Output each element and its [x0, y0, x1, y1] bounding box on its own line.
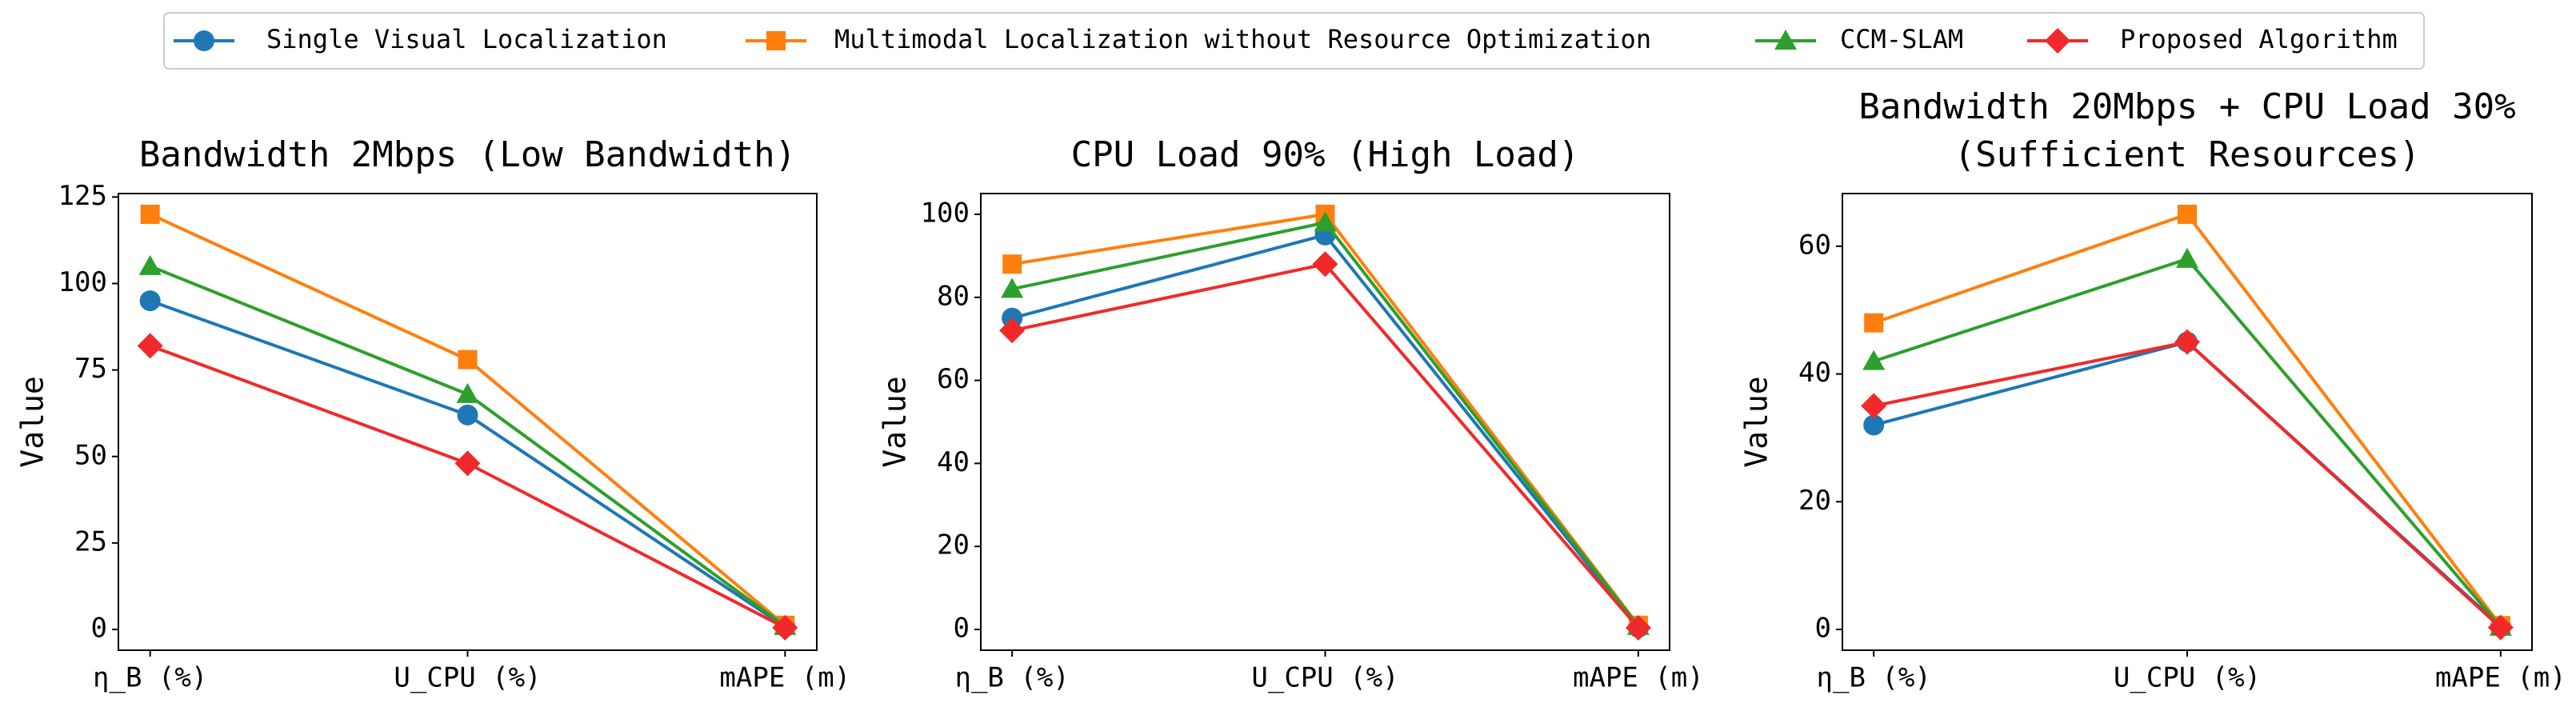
data-point — [1864, 313, 1884, 333]
data-point — [2176, 247, 2198, 268]
legend-marker — [1774, 30, 1797, 50]
data-point — [140, 204, 160, 224]
y-tick-label: 20 — [937, 529, 970, 561]
x-tick-label: mAPE (m) — [719, 662, 850, 694]
x-tick-label: mAPE (m) — [1573, 662, 1704, 694]
data-point — [999, 318, 1026, 344]
legend-label: Proposed Algorithm — [2120, 24, 2398, 54]
data-point — [137, 333, 163, 359]
legend-label: Single Visual Localization — [266, 24, 667, 54]
y-tick-label: 50 — [74, 439, 107, 471]
data-point — [139, 290, 161, 312]
data-point — [2174, 329, 2200, 355]
y-tick-label: 0 — [1815, 613, 1831, 645]
y-tick-label: 25 — [74, 525, 107, 557]
legend-label: CCM-SLAM — [1840, 24, 1963, 54]
legend-box — [163, 12, 2425, 70]
x-tick-label: U_CPU (%) — [1251, 662, 1398, 694]
y-tick-label: 60 — [1798, 229, 1831, 261]
data-point — [458, 350, 478, 369]
y-axis-label: Value — [1739, 376, 1774, 467]
data-point — [138, 254, 162, 275]
series-line — [1873, 340, 2502, 628]
series-line — [1011, 221, 1640, 628]
y-tick-label: 100 — [58, 266, 107, 298]
y-axis-label: Value — [878, 376, 913, 467]
chart-title: Bandwidth 20Mbps + CPU Load 30% (Suffici… — [1858, 86, 2516, 175]
x-tick-label: η_B (%) — [954, 662, 1069, 694]
legend-label: Multimodal Localization without Resource… — [834, 24, 1651, 54]
data-point — [2487, 614, 2514, 641]
data-point — [457, 404, 478, 425]
series-line — [1873, 257, 2502, 629]
y-tick-label: 80 — [937, 280, 970, 312]
data-point — [2178, 204, 2197, 224]
data-point — [1861, 393, 1887, 419]
series-line — [1011, 262, 1640, 629]
chart-title: Bandwidth 2Mbps (Low Bandwidth) — [138, 134, 797, 175]
y-tick-label: 0 — [954, 613, 970, 645]
data-point — [454, 450, 481, 477]
data-point — [1002, 254, 1022, 274]
x-tick-label: U_CPU (%) — [2114, 662, 2261, 694]
series-line — [149, 264, 786, 628]
y-tick-label: 60 — [937, 363, 970, 395]
x-tick-label: η_B (%) — [93, 662, 207, 694]
data-point — [1625, 614, 1651, 641]
data-point — [1314, 211, 1337, 232]
y-axis-label: Value — [15, 376, 50, 467]
y-tick-label: 40 — [937, 446, 970, 478]
data-point — [1863, 414, 1885, 436]
y-tick-label: 100 — [921, 197, 970, 229]
y-tick-label: 75 — [74, 353, 107, 385]
legend-marker — [194, 30, 214, 51]
data-point — [456, 382, 479, 403]
y-tick-label: 20 — [1798, 485, 1831, 517]
series-line — [1873, 340, 2502, 629]
data-point — [772, 614, 798, 641]
legend-marker — [766, 31, 786, 50]
y-tick-label: 40 — [1798, 357, 1831, 389]
series-line — [1011, 233, 1640, 629]
data-point — [1312, 251, 1338, 278]
y-tick-label: 125 — [58, 180, 107, 212]
chart-title: CPU Load 90% (High Load) — [1070, 134, 1580, 175]
x-tick-label: U_CPU (%) — [394, 662, 541, 694]
series-line — [1873, 212, 2502, 627]
x-tick-label: η_B (%) — [1817, 662, 1931, 694]
data-point — [1001, 278, 1024, 298]
legend-marker — [2045, 28, 2070, 54]
data-point — [1862, 350, 1886, 370]
x-tick-label: mAPE (m) — [2435, 662, 2566, 694]
y-tick-label: 0 — [91, 613, 107, 645]
